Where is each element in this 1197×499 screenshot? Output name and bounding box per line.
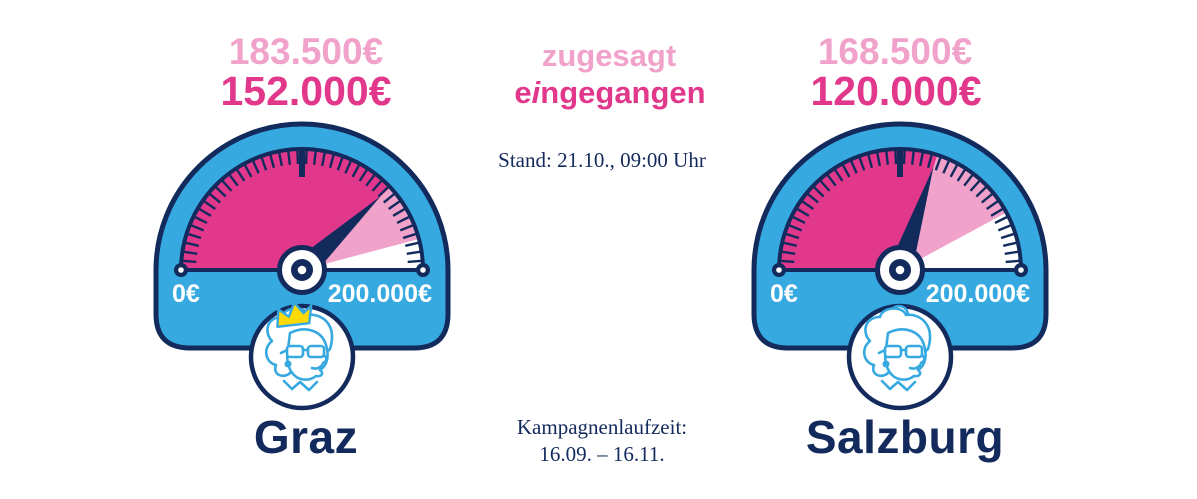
granny-with-bun-icon (846, 303, 954, 411)
gauge-dial (772, 147, 1028, 295)
campaign-period-line1: Kampagnenlaufzeit: (516, 415, 688, 439)
salzburg-received-amount: 120.000€ (810, 68, 982, 114)
campaign-period-line2: 16.09. – 16.11. (539, 442, 665, 466)
campaign-period: Kampagnenlaufzeit: 16.09. – 16.11. (517, 414, 687, 468)
granny-with-crown-icon (248, 301, 356, 411)
status-line: Stand: 21.10., 09:00 Uhr (498, 148, 706, 172)
gauge-axis-max-label: 200.000€ (926, 280, 1030, 308)
gauge-dial (174, 147, 430, 295)
graz-gauge-chart: 0€ 200.000€ (153, 121, 451, 411)
legend-received-label: eingegangen (514, 75, 706, 110)
legend-pledged-label: zugesagt (541, 38, 677, 73)
graz-received-amount: 152.000€ (220, 68, 392, 114)
graz-city-label: Graz (253, 411, 359, 463)
salzburg-city-label: Salzburg (805, 411, 1005, 463)
salzburg-pledged-amount: 168.500€ (817, 31, 973, 72)
gauge-axis-min-label: 0€ (172, 280, 200, 308)
gauge-axis-min-label: 0€ (770, 280, 798, 308)
graz-pledged-amount: 183.500€ (228, 31, 384, 72)
salzburg-gauge-chart: 0€ 200.000€ (751, 121, 1049, 411)
gauge-axis-max-label: 200.000€ (328, 280, 432, 308)
